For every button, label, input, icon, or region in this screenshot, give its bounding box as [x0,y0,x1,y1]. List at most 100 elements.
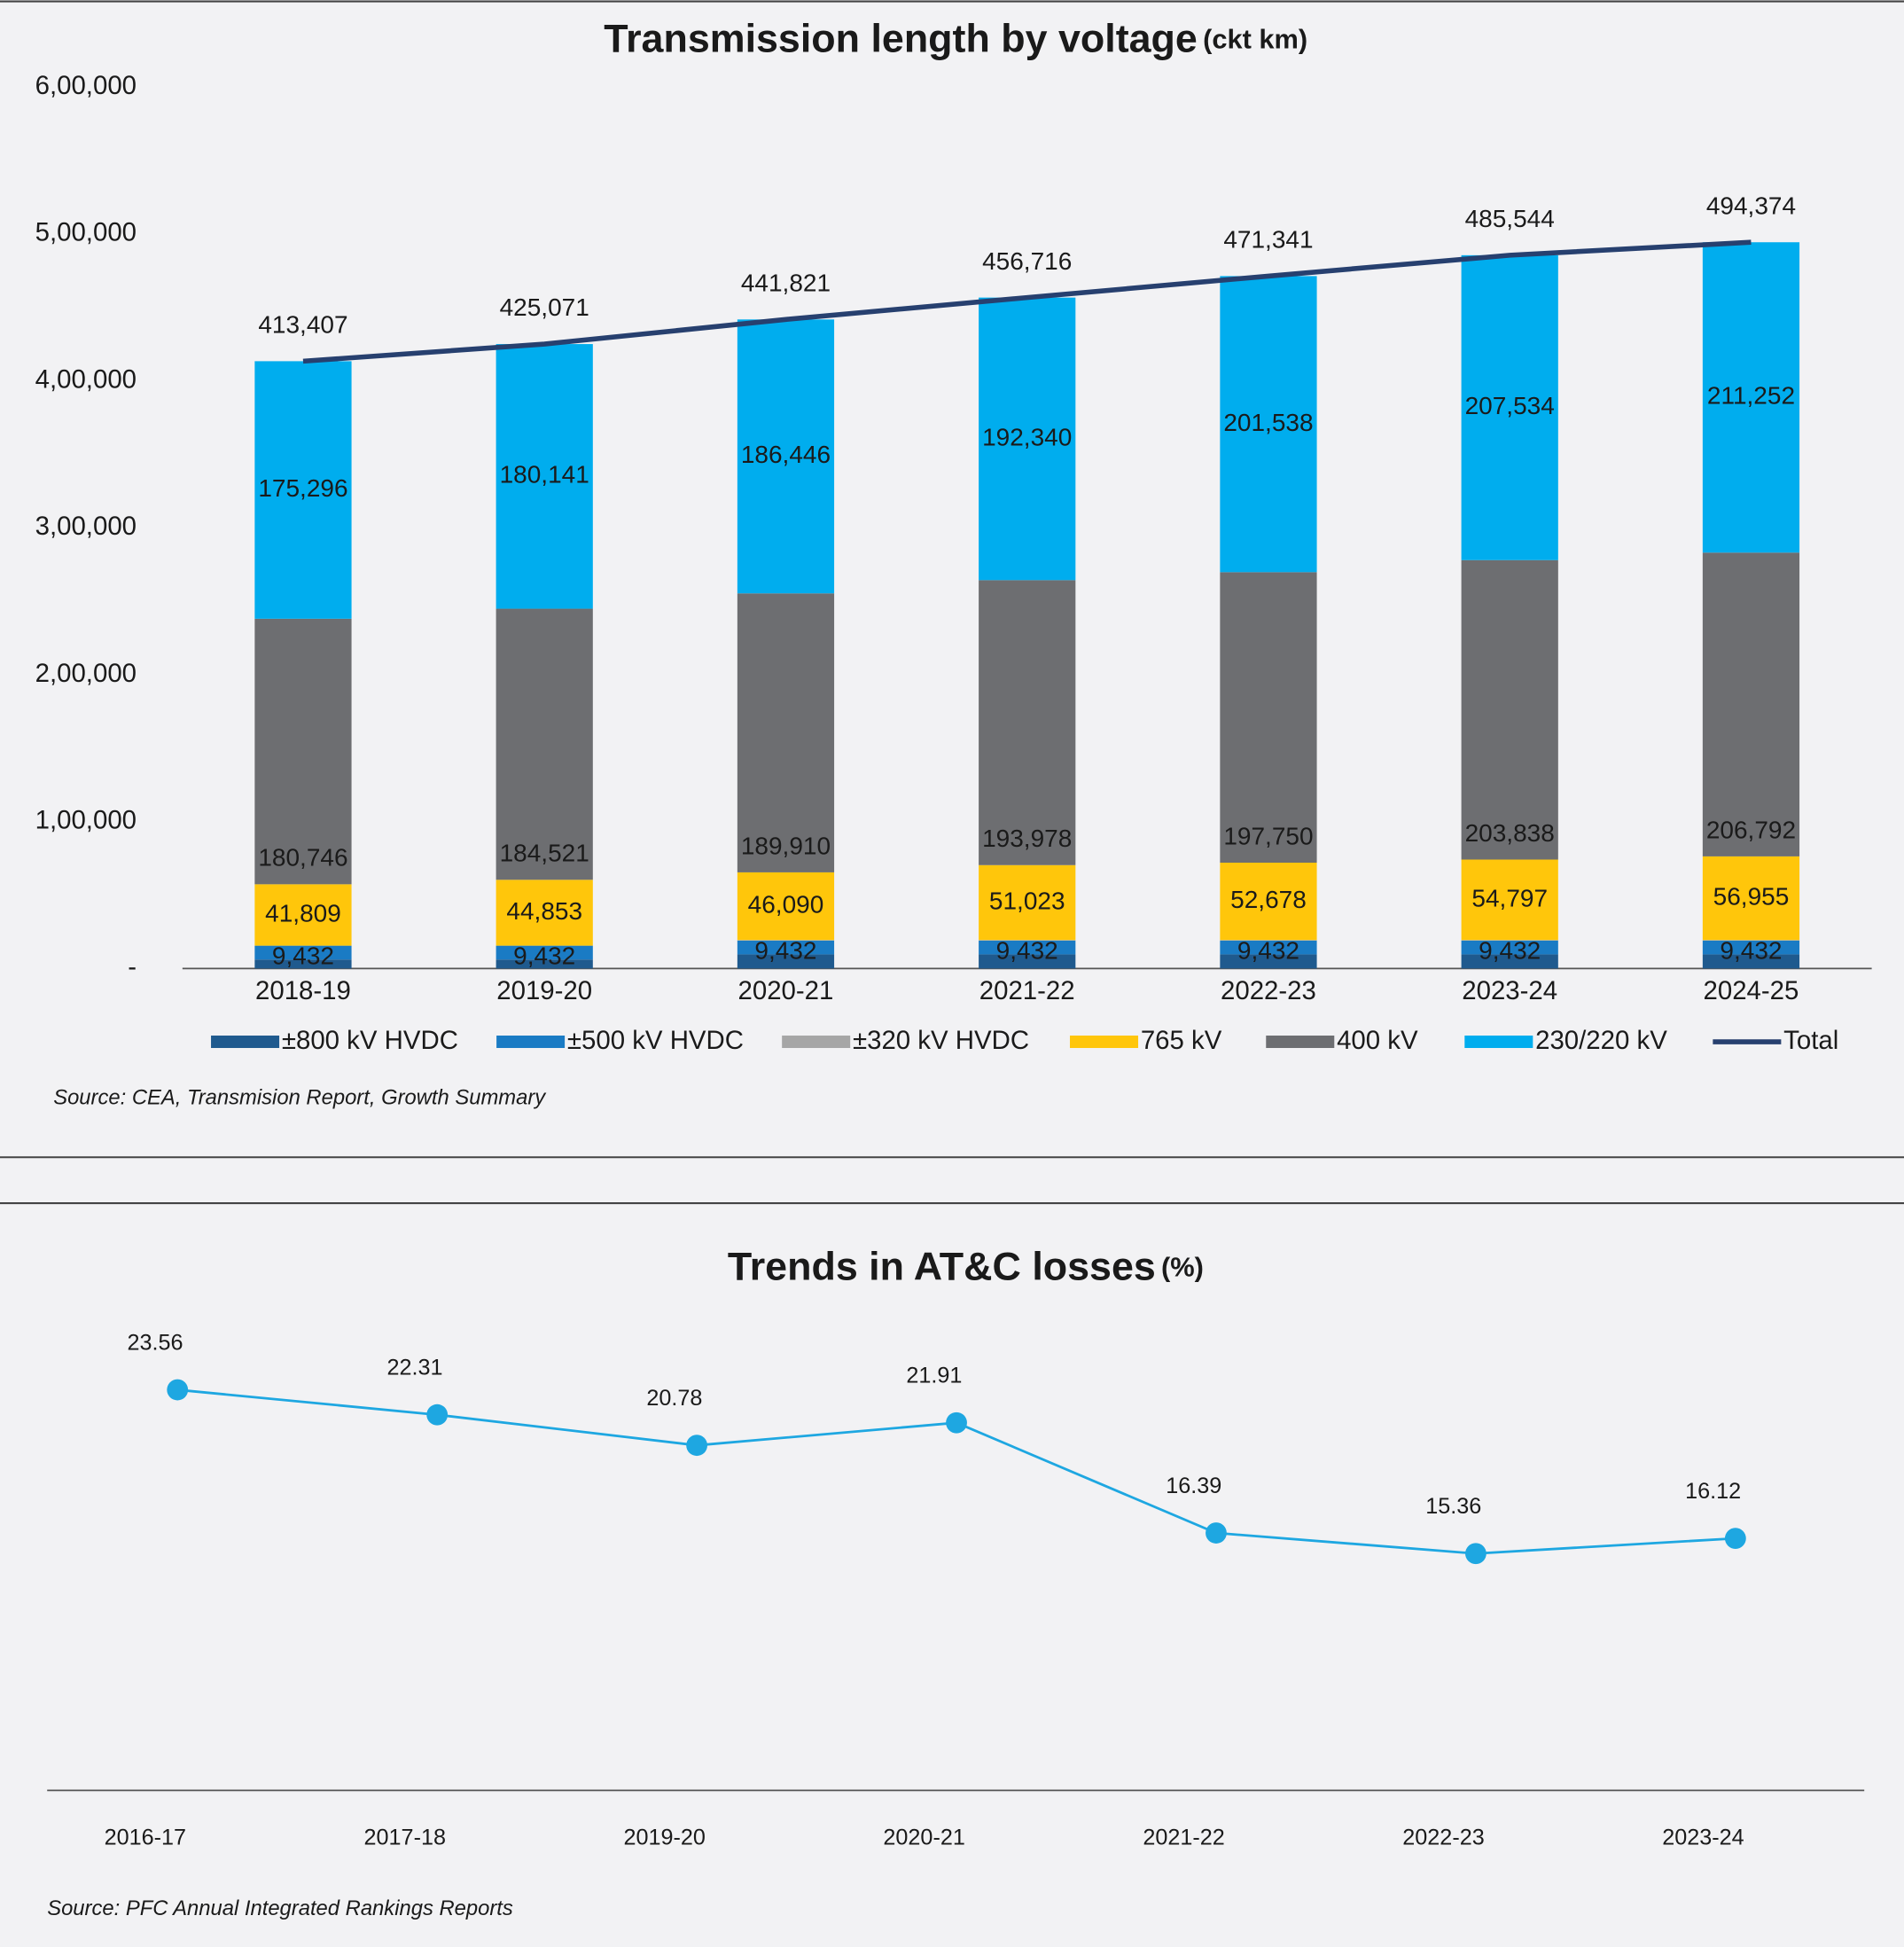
data-label: 9,432 [996,937,1058,965]
bar-segment [254,361,352,619]
legend-label: Total [1783,1026,1838,1055]
data-label: 56,955 [1713,882,1790,910]
data-label: 9,432 [272,942,334,969]
data-label: 41,809 [265,899,341,927]
total-line [302,239,1752,364]
data-label: 21.91 [906,1364,962,1388]
bar-segment [1461,954,1558,969]
source-note: Source: CEA, Transmision Report, Growth … [53,1086,547,1110]
data-point [1724,1528,1746,1550]
data-label: 51,023 [989,887,1065,914]
data-label: 197,750 [1223,822,1313,849]
chart-title: Trends in AT&C losses (%) [728,1244,1204,1288]
data-point [1465,1543,1487,1565]
data-point [946,1411,967,1434]
x-tick-label: 2019-20 [496,976,592,1005]
title-text: Trends in AT&C losses [728,1244,1156,1288]
data-label: 203,838 [1465,819,1555,847]
data-label: 16.12 [1685,1479,1741,1504]
bar-segment [496,945,593,960]
x-tick-label: 2021-22 [1143,1826,1224,1850]
legend-swatch [1464,1036,1533,1049]
bar-segment [979,954,1076,969]
bar-segment [1702,940,1800,955]
bar-segment [496,608,593,880]
data-label: 175,296 [258,474,347,502]
chart-title: Transmission length by voltage (ckt km) [604,16,1307,60]
data-label: 206,792 [1706,816,1796,843]
legend-swatch [496,1036,566,1049]
data-label: 15.36 [1425,1494,1481,1519]
data-label: 9,432 [1479,937,1541,965]
data-label: 456,716 [982,247,1072,275]
data-label: 9,432 [1237,937,1299,965]
y-tick-label: 2,00,000 [35,659,137,688]
bar-segment [1702,552,1800,856]
y-tick-label: - [128,952,137,981]
x-tick-label: 2019-20 [623,1826,705,1850]
x-tick-label: 2022-23 [1402,1826,1484,1850]
bar-segment [1220,572,1317,864]
bar-segment [254,945,352,960]
y-tick-label: 1,00,000 [35,805,137,834]
data-label: 54,797 [1471,884,1548,911]
x-tick-label: 2023-24 [1662,1826,1744,1850]
data-label: 16.39 [1166,1474,1221,1498]
data-label: 471,341 [1223,226,1313,254]
title-text: Transmission length by voltage [604,16,1198,60]
legend-label: 230/220 kV [1535,1026,1667,1055]
bar-segment [1461,254,1558,560]
bar-segment [979,297,1076,581]
data-label: 180,141 [500,461,589,489]
data-label: 211,252 [1707,382,1795,410]
y-tick-label: 6,00,000 [35,71,137,100]
bar-segment [979,864,1076,941]
data-label: 201,538 [1223,409,1313,436]
x-tick-label: 2018-19 [255,976,351,1005]
data-label: 193,978 [982,825,1072,852]
x-tick-label: 2020-21 [883,1826,964,1850]
y-tick-label: 5,00,000 [35,218,137,247]
data-label: 9,432 [754,937,816,965]
bar-segment [737,319,835,594]
legend-label: ±500 kV HVDC [567,1026,744,1055]
legend-swatch [1266,1036,1335,1049]
data-label: 494,374 [1706,192,1796,219]
bar-segment [979,580,1076,865]
legend-label: 400 kV [1337,1026,1418,1055]
bar-segment [1702,954,1800,969]
bar-segment [737,593,835,872]
x-tick-label: 2022-23 [1221,976,1316,1005]
bar-segment [254,959,352,969]
data-label: 180,746 [258,844,347,872]
bar-segment [1220,940,1317,955]
bar-segment [1461,859,1558,941]
x-tick-label: 2021-22 [979,976,1075,1005]
source-note: Source: PFC Annual Integrated Rankings R… [47,1896,513,1920]
bar-segment [496,959,593,969]
x-tick-label: 2024-25 [1704,976,1799,1005]
bar-segment [1461,559,1558,860]
data-label: 425,071 [500,293,589,321]
legend-swatch [211,1036,280,1049]
data-label: 44,853 [506,897,582,925]
bar-segment [1220,276,1317,573]
bar-segment [1702,856,1800,941]
legend-label: 765 kV [1141,1026,1222,1055]
x-tick-label: 2017-18 [364,1826,446,1850]
data-label: 207,534 [1465,392,1555,419]
data-label: 9,432 [513,942,575,969]
bar-segment [737,872,835,941]
data-label: 9,432 [1720,937,1782,965]
bar-segment [1220,863,1317,941]
bar-segment [254,618,352,885]
data-label: 23.56 [128,1330,183,1355]
bar-segment [1220,954,1317,969]
data-label: 441,821 [741,269,831,296]
bar-segment [1702,242,1800,553]
data-label: 52,678 [1230,886,1307,913]
data-label: 413,407 [258,311,347,339]
y-tick-label: 4,00,000 [35,364,137,394]
x-tick-label: 2020-21 [738,976,834,1005]
